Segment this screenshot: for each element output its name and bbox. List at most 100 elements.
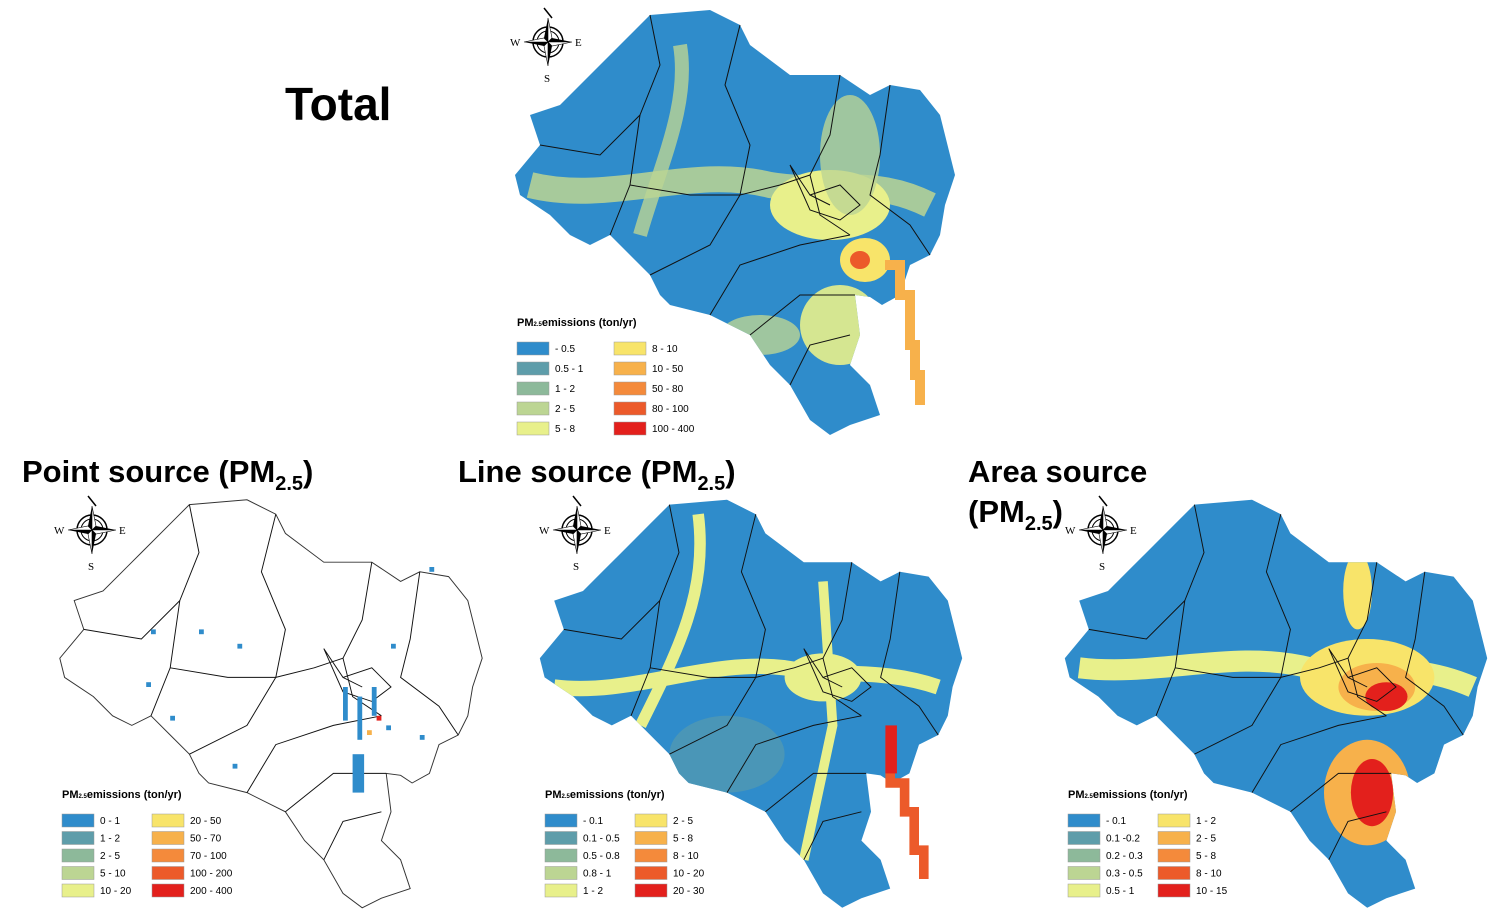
legend-label: 1 - 2 (583, 886, 603, 897)
legend-swatch (61, 866, 95, 880)
panel-title: Line source (PM2.5) (458, 454, 736, 495)
compass: W E S (54, 495, 126, 573)
legend-label: 0.5 - 0.8 (583, 851, 620, 862)
legend-title-part: PM (517, 317, 534, 329)
legend-label: 1 - 2 (555, 384, 575, 395)
legend-label: 1 - 2 (1196, 816, 1216, 827)
legend-swatch (151, 883, 185, 898)
legend-swatch (151, 866, 185, 880)
compass-label: E (575, 37, 582, 49)
legend: PM2.5emissions (ton/yr) - 0.1 0.1 - 0.5 0.5… (544, 789, 705, 898)
legend-swatch (613, 381, 647, 396)
compass-label: S (1099, 561, 1105, 573)
panel-title: Total (285, 78, 391, 130)
legend-swatch (544, 831, 578, 845)
legend-title-part: 2.5 (562, 794, 571, 800)
legend-label: 2 - 5 (555, 404, 575, 415)
legend-swatch (544, 848, 578, 863)
legend-title-part: 2.5 (534, 322, 543, 328)
legend-swatch (151, 813, 185, 828)
legend-swatch (516, 341, 550, 356)
legend-label: 0.8 - 1 (583, 869, 612, 880)
legend-label: 100 - 400 (652, 424, 695, 435)
legend-swatch (613, 341, 647, 356)
legend-label: - 0.5 (555, 344, 575, 355)
legend-label: 10 - 15 (1196, 886, 1228, 897)
legend-label: - 0.1 (583, 816, 603, 827)
legend-swatch (613, 421, 647, 436)
legend-title-part: emissions (ton/yr) (542, 317, 637, 329)
legend-label: 5 - 8 (673, 834, 693, 845)
legend: PM2.5emissions (ton/yr) 0 - 1 1 - 2 2 - 5 5 … (61, 789, 233, 898)
legend-label: 2 - 5 (673, 816, 693, 827)
legend-label: 10 - 20 (100, 886, 132, 897)
legend-swatch (634, 831, 668, 845)
legend-label: 10 - 20 (673, 869, 705, 880)
legend-swatch (1157, 813, 1191, 828)
legend-swatch (516, 361, 550, 376)
legend-label: 50 - 80 (652, 384, 684, 395)
legend-title: PM2.5emissions (ton/yr) (62, 789, 182, 801)
legend-swatch (1157, 866, 1191, 880)
legend-title: PM2.5emissions (ton/yr) (545, 789, 665, 801)
line-map (539, 499, 963, 908)
legend-swatch (1067, 848, 1101, 863)
legend-swatch (1067, 866, 1101, 880)
compass-label: S (544, 73, 550, 85)
compass-label: W (510, 37, 521, 49)
legend-label: 0.3 - 0.5 (1106, 869, 1143, 880)
legend-swatch (613, 361, 647, 376)
legend-swatch (634, 883, 668, 898)
legend-label: 50 - 70 (190, 834, 222, 845)
legend-title-part: 2.5 (1085, 794, 1094, 800)
legend-swatch (61, 848, 95, 863)
legend-label: 0.5 - 1 (1106, 886, 1135, 897)
legend-title-part: PM (545, 789, 562, 801)
legend-label: 20 - 30 (673, 886, 705, 897)
compass-label: W (1065, 525, 1076, 537)
legend-swatch (151, 848, 185, 863)
compass-label: E (119, 525, 126, 537)
legend-swatch (516, 421, 550, 436)
compass-label: E (1130, 525, 1137, 537)
legend: PM2.5emissions (ton/yr) - 0.1 0.1 -0.2 0.2 … (1067, 789, 1228, 898)
legend-label: 2 - 5 (1196, 834, 1216, 845)
legend-label: 5 - 8 (555, 424, 575, 435)
legend-label: 100 - 200 (190, 869, 233, 880)
panel-title: Area source (968, 454, 1147, 489)
legend-swatch (1157, 831, 1191, 845)
compass: W E S (1065, 495, 1137, 573)
legend-label: 8 - 10 (652, 344, 678, 355)
legend-swatch (516, 381, 550, 396)
legend-swatch (516, 401, 550, 416)
legend-swatch (634, 813, 668, 828)
panel-title: Point source (PM2.5) (22, 454, 313, 495)
legend-swatch (151, 831, 185, 845)
legend-swatch (61, 813, 95, 828)
legend-swatch (61, 883, 95, 898)
panel-title: (PM2.5) (968, 494, 1063, 535)
legend-title-part: emissions (ton/yr) (570, 789, 665, 801)
legend-label: 0.2 - 0.3 (1106, 851, 1143, 862)
legend-title-part: emissions (ton/yr) (1093, 789, 1188, 801)
legend-label: 80 - 100 (652, 404, 689, 415)
legend-title-part: PM (62, 789, 79, 801)
compass-label: W (539, 525, 550, 537)
legend-label: 0.1 - 0.5 (583, 834, 620, 845)
legend-swatch (544, 866, 578, 880)
legend-swatch (634, 866, 668, 880)
legend-label: 70 - 100 (190, 851, 227, 862)
legend-label: 5 - 8 (1196, 851, 1216, 862)
legend-label: 8 - 10 (673, 851, 699, 862)
total-map (515, 10, 955, 435)
legend-swatch (1067, 831, 1101, 845)
legend-label: 0 - 1 (100, 816, 120, 827)
legend-title: PM2.5emissions (ton/yr) (517, 317, 637, 329)
compass-label: W (54, 525, 65, 537)
legend-swatch (61, 831, 95, 845)
legend-label: 200 - 400 (190, 886, 233, 897)
legend-swatch (1157, 848, 1191, 863)
legend-swatch (1067, 883, 1101, 898)
legend-title: PM2.5emissions (ton/yr) (1068, 789, 1188, 801)
